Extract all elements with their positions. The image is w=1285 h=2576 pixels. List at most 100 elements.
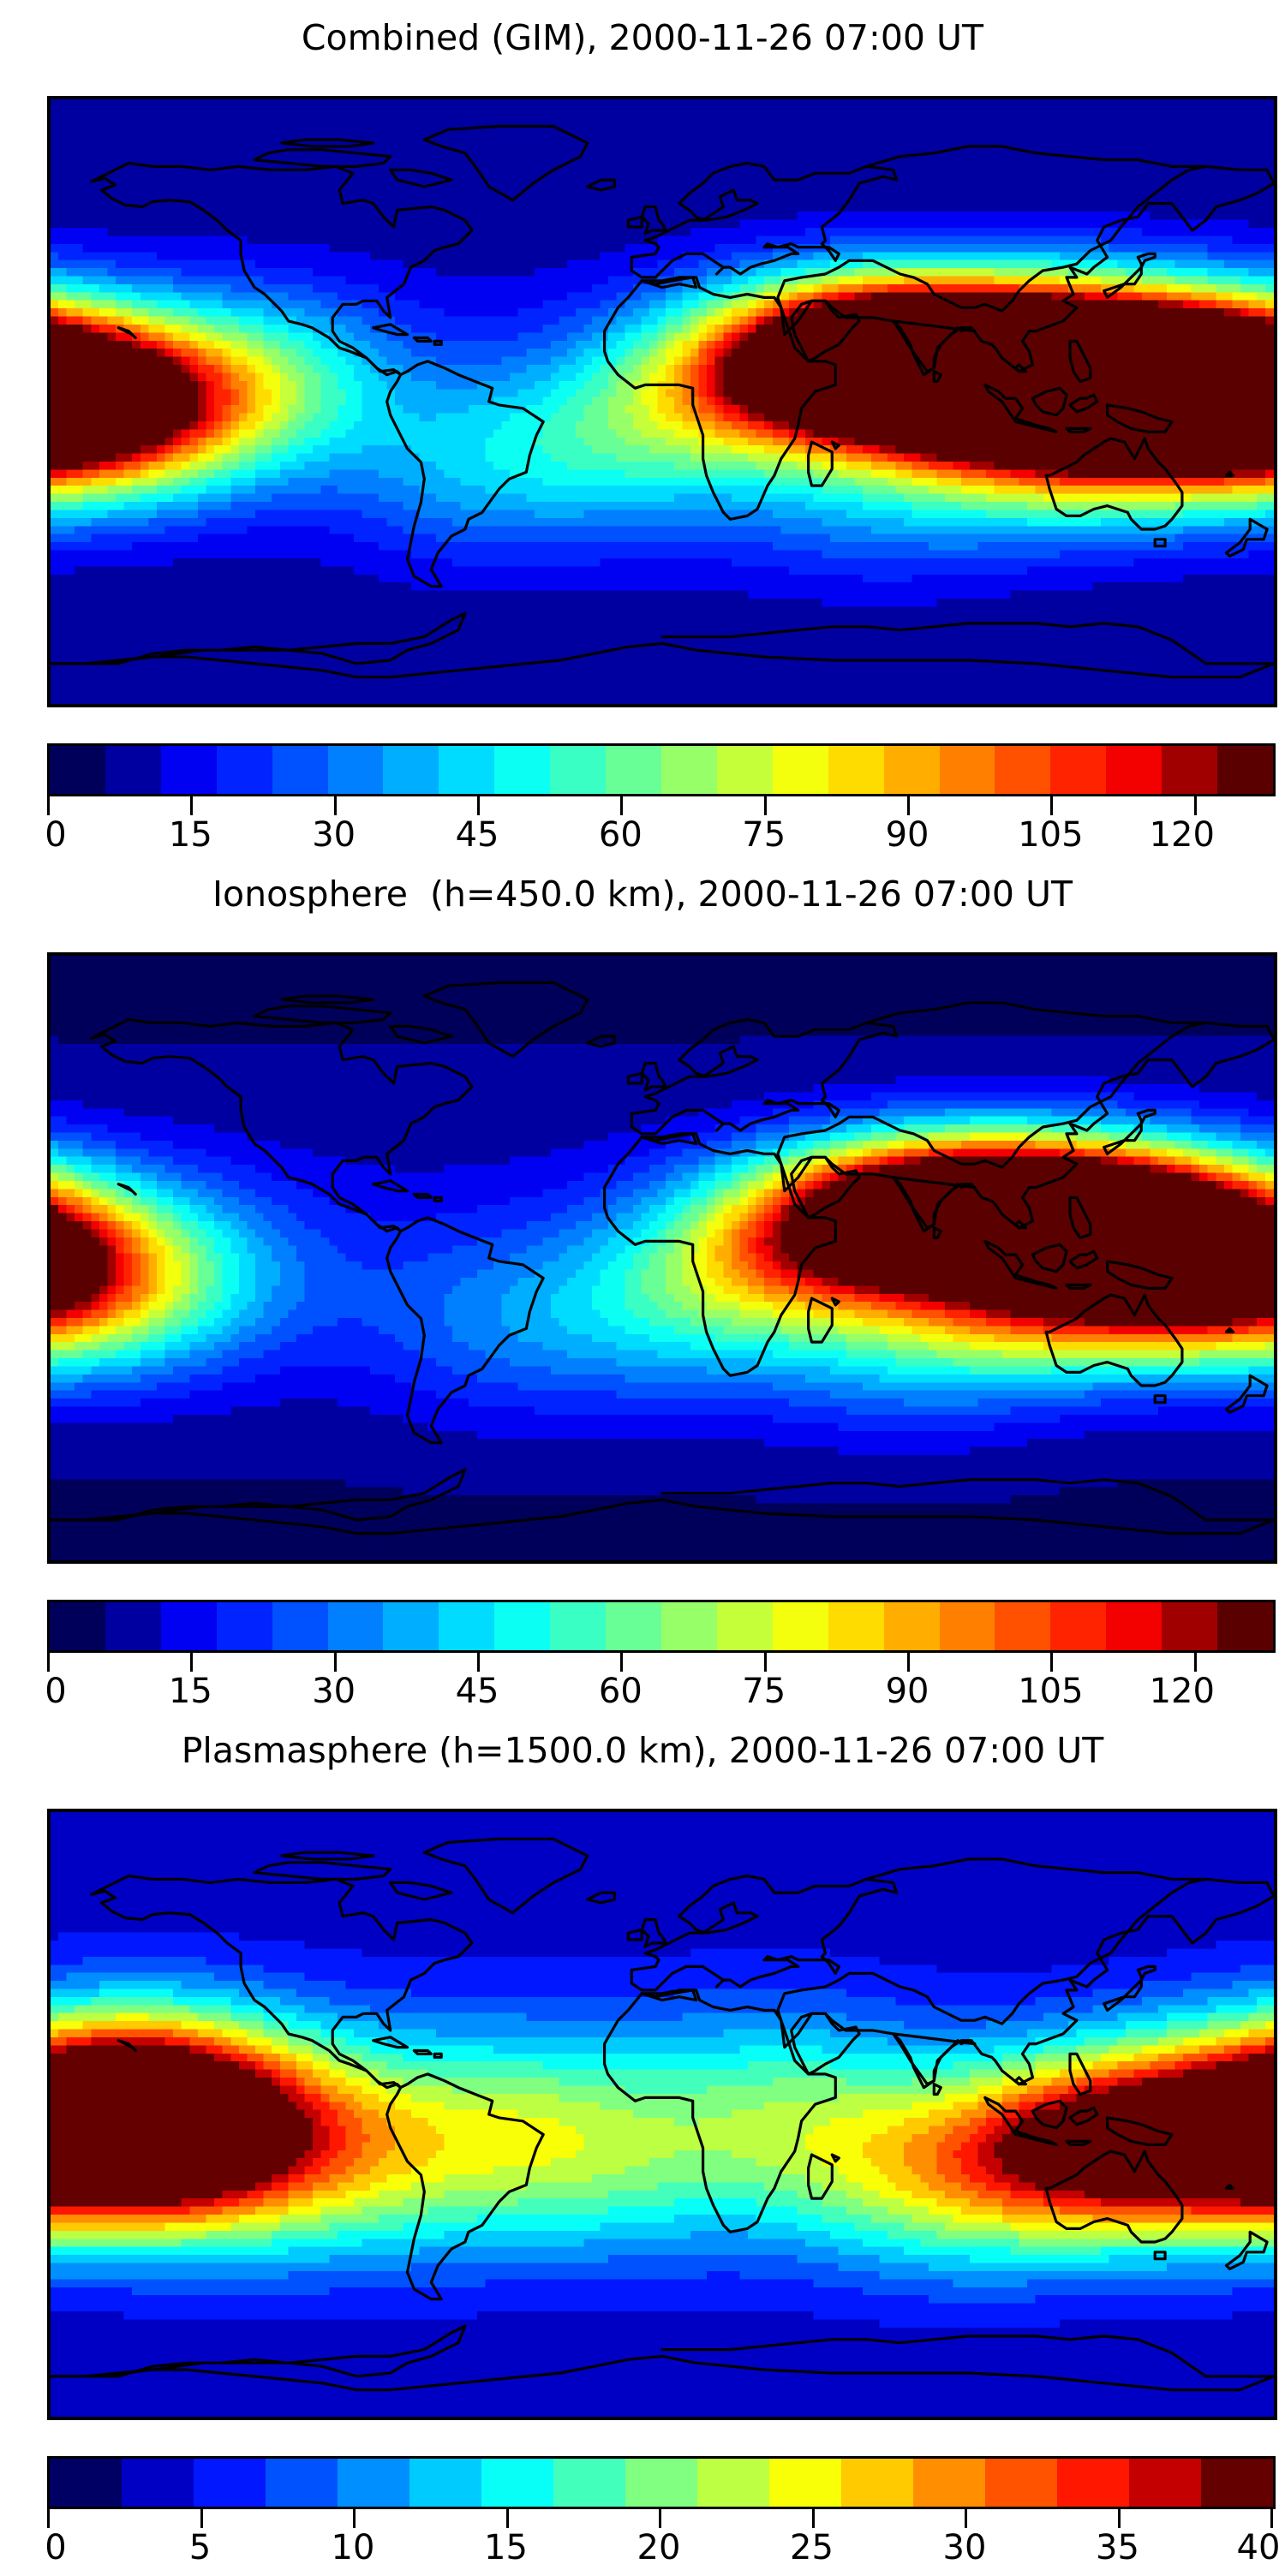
contour-surface-ionosphere [51,956,1274,1560]
colorbar-tick [47,796,50,815]
colorbar-tick-label: 105 [1018,1672,1083,1711]
colorbar-tick-label: 45 [456,815,499,855]
colorbar-band [50,1602,105,1650]
map-canvas-plasmasphere [51,1812,1274,2417]
colorbar-band [50,746,105,794]
colorbar-band [409,2459,481,2507]
colorbar-band [883,1602,940,1650]
colorbar-tick-label: 75 [742,815,786,855]
colorbar-tick [190,796,194,815]
colorbar-band [995,1602,1051,1650]
panel-ionosphere: Ionosphere (h=450.0 km), 2000-11-26 07:0… [0,856,1285,1713]
colorbar-tick [965,2509,967,2528]
colorbar-band [494,746,551,794]
colorbar-band [697,2459,769,2507]
colorbar-band [883,746,940,794]
colorbar-tick [190,1653,194,1672]
colorbar-band [716,1602,773,1650]
colorbar-tick [477,796,481,815]
colorbar-tick-label: 15 [169,815,212,855]
colorbar-tick-label: 0 [45,815,66,855]
colorbar-tick [763,796,767,815]
colorbar-tick-label: 40 [1237,2528,1281,2567]
colorbar-band [383,1602,439,1650]
colorbar-tick [477,1653,481,1672]
colorbar-tick-label: 30 [943,2528,987,2567]
colorbar-band [553,2459,625,2507]
colorbar-band [625,2459,697,2507]
colorbar-tick-label: 0 [45,2528,66,2567]
colorbar-band [216,746,272,794]
panel-title-plasmasphere: Plasmasphere (h=1500.0 km), 2000-11-26 0… [0,1730,1285,1771]
colorbar-band [50,2459,122,2507]
colorbar-band [1162,1602,1218,1650]
panel-plasmasphere: Plasmasphere (h=1500.0 km), 2000-11-26 0… [0,1713,1285,2569]
colorbar-tick [47,2509,50,2528]
colorbar-band [772,1602,828,1650]
colorbar-band [606,1602,661,1650]
colorbar-band [939,1602,995,1650]
colorbar-tick [620,1653,624,1672]
colorbar-band [1106,746,1162,794]
colorbar-band [1050,1602,1107,1650]
colorbar-band [160,746,217,794]
colorbar-tick-label: 30 [312,1672,356,1711]
colorbar-band [769,2459,841,2507]
colorbar-tick [333,796,337,815]
colorbar-band [327,1602,384,1650]
map-canvas-ionosphere [51,956,1274,1560]
panel-combined-gim: Combined (GIM), 2000-11-26 07:00 UT 0 15 3… [0,0,1285,856]
colorbar-band [913,2459,985,2507]
colorbar-tick-label: 0 [45,1672,66,1711]
colorbar-tick-label: 20 [637,2528,681,2567]
colorbar-tick [811,2509,815,2528]
colorbar-tick [505,2509,509,2528]
colorbar-band [841,2459,913,2507]
colorbar-tick [1270,2509,1273,2528]
colorbar-tick [907,796,911,815]
colorbar-band [1217,1602,1273,1650]
colorbar-band [338,2459,409,2507]
map-ionosphere [47,952,1277,1564]
colorbar-tick [763,1653,767,1672]
colorbar-band [494,1602,551,1650]
colorbar-band [660,746,717,794]
colorbar-tick [620,796,624,815]
colorbar-band [160,1602,217,1650]
colorbar-band [550,746,607,794]
map-canvas-combined [51,99,1274,704]
colorbar-ticks-combined [47,796,1276,817]
colorbar-tick [1193,796,1197,815]
colorbar-tick-label: 60 [599,1672,642,1711]
colorbar-tick-label: 60 [599,815,642,855]
colorbar-tick-label: 30 [312,815,356,855]
panel-title-combined: Combined (GIM), 2000-11-26 07:00 UT [0,17,1285,58]
map-plasmasphere [47,1809,1277,2420]
colorbar-tick [1117,2509,1121,2528]
colorbar-tick-label: 90 [886,815,929,855]
colorbar-tick [907,1653,911,1672]
colorbar-band [122,2459,194,2507]
colorbar-tick [1050,796,1054,815]
colorbar-band [266,2459,338,2507]
colorbar-tick [659,2509,661,2528]
colorbar-tick-label: 45 [456,1672,499,1711]
colorbar-band [272,1602,328,1650]
colorbar-tick [47,1653,50,1672]
colorbar-tick [353,2509,356,2528]
colorbar-ticks-ionosphere [47,1653,1276,1673]
colorbar-band [216,1602,272,1650]
colorbar-tick-label: 25 [790,2528,834,2567]
colorbar-ticklabels-plasmasphere: 0 5 10 15 20 25 30 35 40 [0,2528,1285,2576]
colorbar-ticklabels-combined: 0 15 30 45 60 75 90 105 120 [0,815,1285,863]
colorbar-band [985,2459,1057,2507]
colorbar-tick-label: 75 [742,1672,786,1711]
colorbar-tick-label: 15 [169,1672,212,1711]
colorbar-tick-label: 120 [1150,1672,1215,1711]
colorbar-tick-label: 120 [1150,815,1215,855]
colorbar-tick-label: 90 [886,1672,929,1711]
map-combined-gim [47,96,1277,707]
colorbar-ticklabels-ionosphere: 0 15 30 45 60 75 90 105 120 [0,1672,1285,1720]
colorbar-band [1129,2459,1201,2507]
